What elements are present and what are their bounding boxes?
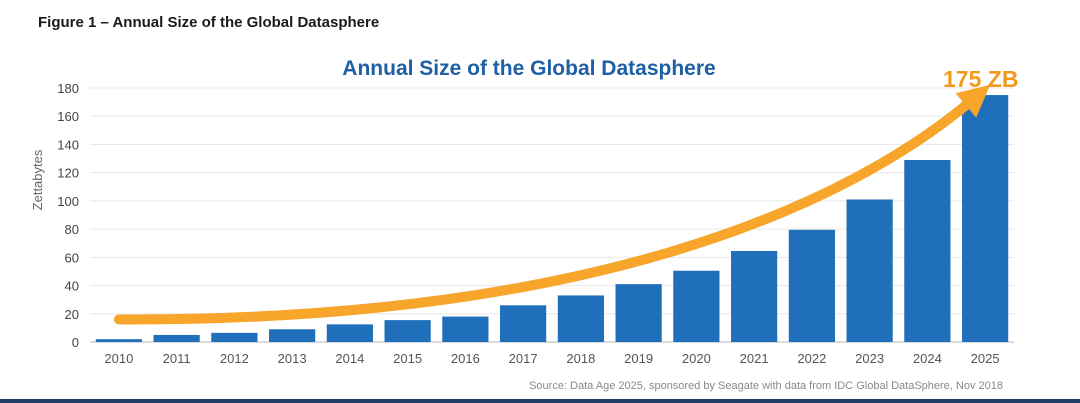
y-tick-label: 140: [57, 137, 79, 152]
x-tick-label: 2011: [163, 351, 191, 366]
bar-2021: [731, 250, 778, 342]
x-tick-label: 2010: [104, 351, 133, 366]
x-tick-label: 2024: [913, 351, 942, 366]
x-tick-label: 2022: [797, 351, 826, 366]
y-axis-label: Zettabytes: [30, 149, 45, 210]
bar-2025: [962, 95, 1009, 342]
x-tick-label: 2025: [971, 351, 1000, 366]
bars: [95, 95, 1009, 342]
bar-2015: [384, 320, 431, 342]
y-tick-label: 40: [65, 279, 79, 294]
total-callout-label: 175 ZB: [943, 66, 1018, 92]
y-tick-label: 120: [57, 166, 79, 181]
x-tick-label: 2021: [740, 351, 769, 366]
bar-2022: [788, 229, 835, 342]
x-tick-label: 2012: [220, 351, 249, 366]
bar-2016: [442, 316, 489, 342]
x-tick-label: 2013: [278, 351, 307, 366]
chart-title: Annual Size of the Global Datasphere: [342, 57, 715, 80]
figure-caption: Figure 1 – Annual Size of the Global Dat…: [38, 14, 380, 31]
bar-2013: [269, 329, 316, 342]
bar-2019: [615, 284, 662, 342]
y-tick-label: 0: [72, 335, 79, 350]
y-tick-label: 80: [65, 222, 79, 237]
y-tick-label: 60: [65, 250, 79, 265]
y-axis: 0 20 40 60 80 100 120 140 160 180: [57, 81, 79, 350]
y-tick-label: 100: [57, 194, 79, 209]
bar-2017: [500, 305, 547, 342]
bottom-rule: [0, 399, 1080, 403]
bar-2024: [904, 159, 951, 342]
growth-trend-arrow: [113, 84, 991, 325]
x-tick-label: 2020: [682, 351, 711, 366]
x-tick-label: 2018: [566, 351, 595, 366]
bar-2014: [326, 324, 373, 342]
y-tick-label: 20: [65, 307, 79, 322]
x-tick-label: 2016: [451, 351, 480, 366]
y-tick-label: 180: [57, 81, 79, 96]
y-tick-label: 160: [57, 109, 79, 124]
x-tick-label: 2017: [509, 351, 538, 366]
bar-2018: [557, 295, 604, 342]
bar-2020: [673, 270, 720, 342]
source-note: Source: Data Age 2025, sponsored by Seag…: [529, 380, 1003, 392]
x-tick-label: 2014: [335, 351, 364, 366]
bar-2010: [95, 339, 142, 342]
x-tick-label: 2015: [393, 351, 422, 366]
bar-2023: [846, 199, 893, 342]
bar-2012: [211, 332, 258, 342]
x-tick-label: 2019: [624, 351, 653, 366]
x-axis: 2010 2011 2012 2013 2014 2015 2016 2017 2018 2019…: [104, 351, 999, 366]
bar-2011: [153, 334, 200, 342]
x-tick-label: 2023: [855, 351, 884, 366]
